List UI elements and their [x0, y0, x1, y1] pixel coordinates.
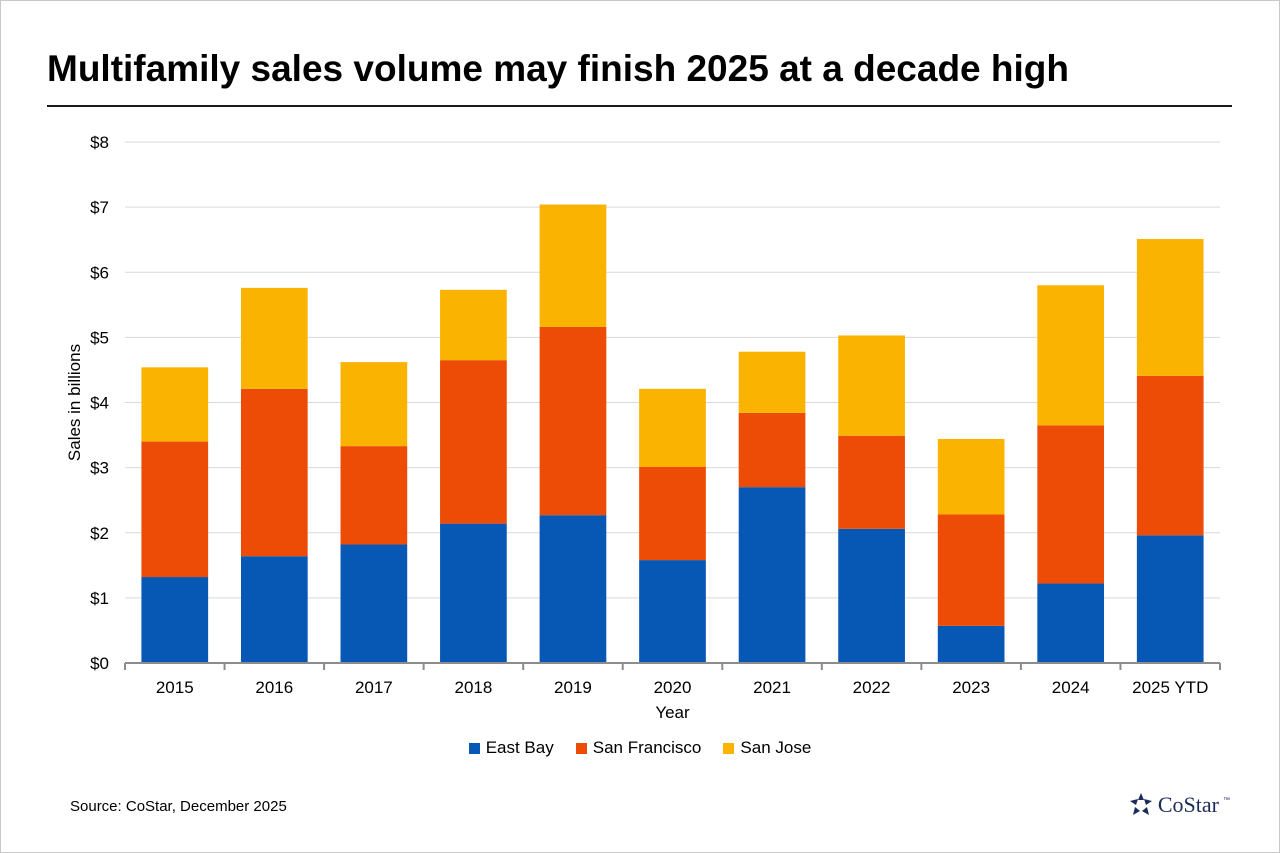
- y-tick-label: $5: [90, 328, 109, 347]
- x-tick-label: 2022: [853, 678, 891, 697]
- bar-san-francisco: [738, 412, 806, 488]
- y-tick-label: $6: [90, 263, 109, 282]
- bar-east-bay: [738, 487, 806, 663]
- bar-east-bay: [440, 523, 507, 663]
- legend-label: East Bay: [485, 738, 554, 757]
- y-tick-label: $0: [90, 654, 109, 673]
- bar-san-francisco: [141, 441, 209, 578]
- logo-text: CoStar: [1157, 792, 1219, 817]
- bar-east-bay: [141, 577, 209, 663]
- logo-trademark: ™: [1223, 796, 1230, 804]
- x-axis-title: Year: [655, 703, 690, 722]
- legend-swatch: [575, 742, 587, 754]
- y-tick-label: $2: [90, 524, 109, 543]
- bar-east-bay: [1136, 535, 1204, 663]
- chart-title: Multifamily sales volume may finish 2025…: [47, 48, 1069, 89]
- bar-east-bay: [1037, 583, 1105, 663]
- bar-san-jose: [1037, 285, 1105, 426]
- legend-item-san-jose: San Jose: [723, 738, 811, 758]
- x-tick-label: 2024: [1052, 678, 1090, 697]
- y-tick-label: $8: [90, 133, 109, 152]
- bar-east-bay: [639, 560, 706, 663]
- legend-label: San Jose: [740, 738, 812, 757]
- x-tick-label: 2023: [952, 678, 990, 697]
- bar-san-jose: [440, 289, 507, 361]
- bar-san-francisco: [539, 326, 607, 516]
- legend-label: San Francisco: [592, 738, 702, 757]
- bar-san-jose: [838, 335, 905, 436]
- bar-san-francisco: [937, 514, 1005, 626]
- chart-legend: East Bay San Francisco San Jose: [0, 738, 1280, 758]
- bar-san-francisco: [1037, 425, 1105, 584]
- bar-san-francisco: [440, 360, 507, 524]
- x-tick-label: 2016: [255, 678, 293, 697]
- y-tick-label: $1: [90, 589, 109, 608]
- x-tick-label: 2019: [554, 678, 592, 697]
- x-tick-label: 2017: [355, 678, 393, 697]
- y-tick-label: $4: [90, 394, 109, 413]
- source-note: Source: CoStar, December 2025: [70, 798, 287, 815]
- bar-east-bay: [838, 528, 905, 663]
- y-tick-label: $7: [90, 198, 109, 217]
- x-tick-label: 2015: [156, 678, 194, 697]
- x-tick-label: 2018: [454, 678, 492, 697]
- legend-item-east-bay: East Bay: [468, 738, 554, 758]
- legend-swatch: [468, 742, 480, 754]
- bar-san-jose: [1136, 239, 1204, 376]
- bar-san-jose: [240, 287, 308, 389]
- bar-east-bay: [240, 556, 308, 663]
- bar-san-francisco: [639, 466, 706, 561]
- title-divider: [47, 105, 1232, 107]
- y-axis-title: Sales in billions: [65, 344, 84, 461]
- costar-logo: CoStar ™: [1128, 792, 1230, 818]
- costar-star-icon: [1129, 793, 1152, 815]
- bar-east-bay: [539, 515, 607, 663]
- bar-san-jose: [937, 438, 1005, 515]
- legend-swatch: [723, 742, 735, 754]
- bar-san-jose: [141, 367, 209, 442]
- x-tick-label: 2025 YTD: [1132, 678, 1208, 697]
- bar-east-bay: [937, 625, 1005, 663]
- bar-san-jose: [539, 204, 607, 327]
- bar-san-jose: [738, 351, 806, 413]
- stacked-bar-chart: $0 $1 $2 $3 $4 $5 $6 $7 $8 2015 2016 2017 2018 2019 20…: [65, 133, 1221, 722]
- bar-san-francisco: [340, 446, 408, 545]
- x-tick-label: 2021: [753, 678, 791, 697]
- bar-east-bay: [340, 544, 408, 663]
- bar-san-francisco: [838, 435, 905, 529]
- bar-san-jose: [639, 388, 706, 467]
- bar-san-francisco: [1136, 375, 1204, 536]
- x-tick-label: 2020: [654, 678, 692, 697]
- y-tick-label: $3: [90, 459, 109, 478]
- legend-item-san-francisco: San Francisco: [575, 738, 702, 758]
- bar-san-jose: [340, 362, 408, 447]
- bar-san-francisco: [240, 388, 308, 557]
